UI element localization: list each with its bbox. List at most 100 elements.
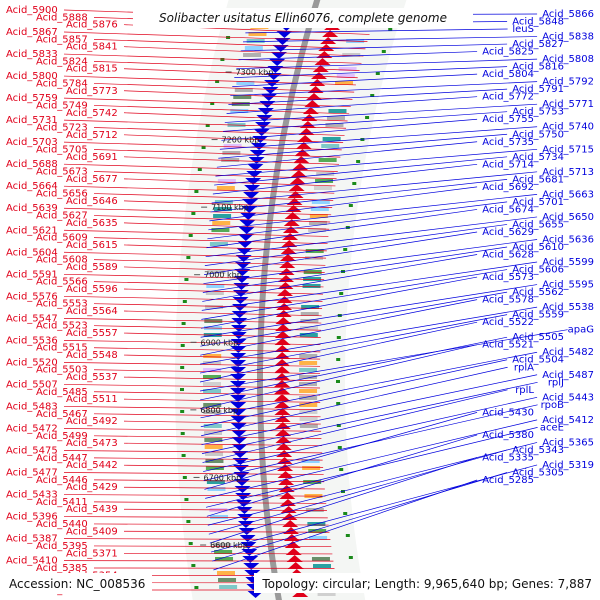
right-gene-label: Acid_5771: [542, 99, 594, 110]
feature-stripe: [299, 368, 318, 372]
right-gene-arrow: [230, 353, 247, 360]
left-connector: [63, 185, 335, 194]
track-marker: [180, 344, 185, 347]
left-gene-arrow: [299, 121, 316, 128]
right-gene-label: Acid_5692: [482, 182, 534, 193]
left-connector: [123, 486, 325, 490]
right-gene-label: Acid_5380: [482, 430, 534, 441]
right-gene-label: Acid_5628: [482, 250, 534, 261]
feature-stripe: [244, 46, 263, 50]
footer-backdrop-left: [4, 573, 152, 593]
right-gene-label: Acid_5335: [482, 452, 534, 463]
track-marker: [339, 468, 344, 471]
left-connector: [123, 310, 322, 317]
left-connector: [93, 61, 360, 71]
right-gene-label: Acid_5538: [542, 302, 594, 313]
left-gene-label: Acid_5712: [66, 130, 118, 141]
right-gene-label: Acid_5521: [482, 340, 534, 351]
left-connector: [123, 200, 333, 208]
right-gene-arrow: [242, 556, 259, 563]
left-gene-arrow: [274, 359, 291, 366]
left-gene-arrow: [287, 562, 304, 569]
right-connector: [223, 111, 508, 132]
track-marker: [348, 204, 353, 207]
left-gene-label: Acid_5604: [6, 247, 58, 258]
track-marker: [336, 424, 341, 427]
right-connector: [215, 148, 538, 177]
feature-stripe: [205, 466, 224, 470]
feature-stripe: [203, 368, 222, 372]
track-marker: [381, 50, 386, 53]
left-gene-label: Acid_5371: [66, 548, 118, 559]
feature-stripe: [209, 242, 228, 246]
right-connector: [212, 472, 508, 562]
feature-stripe: [230, 109, 249, 113]
right-gene-label: Acid_5701: [512, 197, 564, 208]
right-gene-label: Acid_5562: [512, 287, 564, 298]
right-gene-label: leuS: [512, 24, 534, 35]
left-gene-label: Acid_5691: [66, 152, 118, 163]
right-gene-label: Acid_5838: [542, 32, 594, 43]
feature-stripe: [213, 214, 232, 218]
left-gene-label: Acid_5784: [36, 78, 88, 89]
map-title: Solibacter usitatus Ellin6076, complete …: [159, 11, 447, 25]
left-gene-label: Acid_5609: [36, 233, 88, 244]
kbp-tick-label: 7000 kbp: [204, 271, 242, 280]
right-gene-arrow: [236, 248, 253, 255]
left-connector: [63, 560, 334, 562]
right-gene-arrow: [230, 367, 247, 374]
right-gene-label: apaG: [568, 325, 594, 336]
right-gene-label: Acid_5504: [512, 355, 564, 366]
right-connector: [234, 66, 508, 79]
right-gene-arrow: [230, 388, 247, 395]
left-gene-label: Acid_5548: [66, 350, 118, 361]
left-gene-label: Acid_5553: [36, 299, 88, 310]
track-marker: [388, 28, 393, 31]
feature-stripe: [204, 445, 223, 449]
right-gene-arrow: [257, 108, 274, 115]
left-gene-arrow: [293, 156, 310, 163]
feature-stripe: [308, 228, 327, 232]
track-marker: [220, 58, 225, 61]
right-gene-arrow: [230, 374, 247, 381]
feature-stripe: [203, 375, 222, 379]
feature-stripe: [299, 417, 318, 421]
track-marker: [194, 586, 199, 589]
track-marker: [182, 300, 187, 303]
track-marker: [186, 256, 191, 259]
right-gene-label: Acid_5650: [542, 212, 594, 223]
right-connector: [228, 88, 508, 105]
left-gene-label: Acid_5635: [66, 218, 118, 229]
track-marker: [352, 182, 357, 185]
right-gene-label: rplJ: [548, 377, 564, 388]
left-gene-label: Acid_5800: [6, 71, 58, 82]
right-connector: [209, 457, 478, 544]
left-gene-label: Acid_5472: [6, 423, 58, 434]
track-marker: [210, 102, 215, 105]
left-gene-label: Acid_5467: [36, 409, 88, 420]
right-gene-arrow: [239, 535, 256, 542]
left-connector: [63, 406, 321, 410]
left-gene-label: Acid_5433: [6, 490, 58, 501]
feature-stripe: [342, 53, 361, 57]
feature-stripe: [217, 179, 236, 183]
track-marker: [181, 454, 186, 457]
left-gene-label: Acid_5447: [36, 453, 88, 464]
left-connector: [123, 552, 333, 555]
left-gene-arrow: [279, 492, 296, 499]
right-connector: [200, 351, 538, 419]
left-gene-label: Acid_5395: [36, 541, 88, 552]
left-gene-label: Acid_5475: [6, 446, 58, 457]
track-marker: [180, 410, 185, 413]
kbp-tick-label: 7200 kbp: [222, 136, 260, 145]
feature-stripe: [203, 389, 222, 393]
right-gene-arrow: [242, 199, 259, 206]
left-gene-label: Acid_5515: [36, 343, 88, 354]
label-connectors: [63, 9, 568, 591]
right-connector: [236, 58, 538, 70]
right-gene-label: Acid_5319: [542, 460, 594, 471]
left-connector: [63, 31, 368, 42]
left-gene-label: Acid_5410: [6, 556, 58, 567]
right-connector: [204, 412, 478, 490]
feature-stripe: [215, 557, 234, 561]
